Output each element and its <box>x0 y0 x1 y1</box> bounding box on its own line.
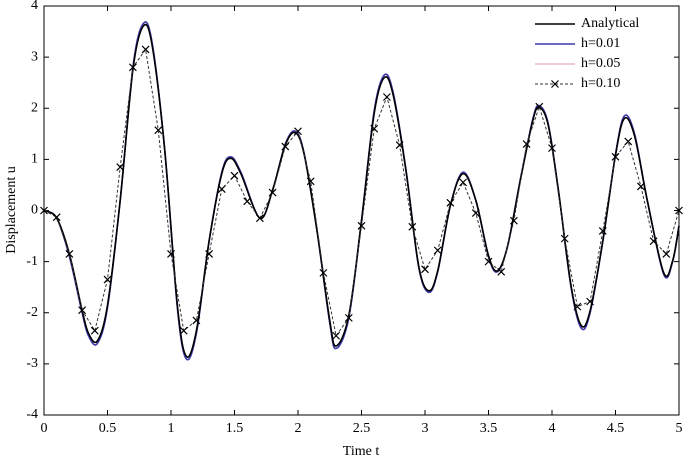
data-point <box>344 313 353 322</box>
data-point <box>78 306 87 315</box>
data-point <box>40 206 48 215</box>
x-tick-label: 2 <box>295 421 302 436</box>
data-point <box>154 126 163 135</box>
data-point <box>636 182 645 191</box>
data-point <box>319 268 328 277</box>
data-point <box>255 214 264 223</box>
data-point <box>509 216 518 225</box>
y-tick-label: 4 <box>31 0 38 13</box>
data-point <box>497 267 506 276</box>
data-point <box>446 198 455 207</box>
data-point <box>535 102 544 111</box>
data-point <box>611 152 620 161</box>
data-point <box>90 326 99 335</box>
data-point <box>243 197 252 206</box>
legend-label: h=0.10 <box>581 76 620 91</box>
y-tick-label: 0 <box>31 203 38 218</box>
data-point <box>649 237 658 246</box>
x-tick-label: 4.5 <box>607 421 625 436</box>
data-point <box>421 265 429 274</box>
data-point <box>662 250 671 258</box>
data-point <box>573 302 582 311</box>
y-tick-label: 3 <box>31 49 38 64</box>
data-point <box>167 250 175 258</box>
series-line <box>43 21 680 361</box>
data-point <box>560 234 569 243</box>
data-point <box>459 178 468 187</box>
y-tick-label: -1 <box>26 254 38 269</box>
legend-marker <box>551 80 559 88</box>
x-tick-label: 4 <box>549 421 556 436</box>
y-tick-label: -3 <box>26 356 38 371</box>
series-line <box>43 23 680 358</box>
data-point <box>103 275 112 284</box>
data-point <box>306 177 315 186</box>
series-line <box>43 48 680 337</box>
data-point <box>179 326 188 335</box>
data-point <box>484 257 493 266</box>
x-tick-label: 0.5 <box>99 421 117 436</box>
y-axis-label: Displacement u <box>4 166 19 253</box>
data-point <box>598 227 607 235</box>
data-point <box>433 246 442 255</box>
data-point <box>382 93 391 101</box>
x-tick-label: 5 <box>676 421 683 436</box>
x-tick-label: 1 <box>168 421 175 436</box>
series-line <box>43 21 680 361</box>
data-point <box>548 144 556 153</box>
data-point <box>408 222 417 231</box>
x-tick-label: 3.5 <box>480 421 498 436</box>
y-tick-label: -4 <box>26 407 38 422</box>
data-point <box>357 221 366 230</box>
data-point <box>332 331 341 340</box>
data-point <box>128 63 137 72</box>
data-point <box>217 185 226 193</box>
x-tick-label: 0 <box>41 421 48 436</box>
data-point <box>624 137 633 146</box>
y-tick-label: 1 <box>31 152 38 167</box>
data-point <box>65 250 74 258</box>
data-point <box>471 209 480 217</box>
legend-label: h=0.05 <box>581 56 620 71</box>
data-point <box>205 250 214 258</box>
x-tick-label: 1.5 <box>226 421 244 436</box>
data-point <box>586 297 595 306</box>
legend-label: h=0.01 <box>581 36 620 51</box>
y-tick-label: 2 <box>31 100 38 115</box>
data-point <box>52 213 61 222</box>
x-axis-label: Time t <box>343 444 380 459</box>
data-point <box>141 45 150 54</box>
data-point <box>395 141 404 149</box>
data-point <box>294 127 302 136</box>
y-tick-label: -2 <box>26 305 38 320</box>
data-point <box>268 188 277 197</box>
data-point <box>675 206 683 215</box>
x-tick-label: 2.5 <box>353 421 371 436</box>
data-point <box>116 163 125 171</box>
data-point <box>192 316 201 325</box>
data-point <box>281 142 290 151</box>
data-point <box>370 124 379 133</box>
legend-label: Analytical <box>581 16 639 31</box>
data-point <box>522 140 531 148</box>
x-tick-label: 3 <box>422 421 429 436</box>
data-point <box>230 171 239 180</box>
